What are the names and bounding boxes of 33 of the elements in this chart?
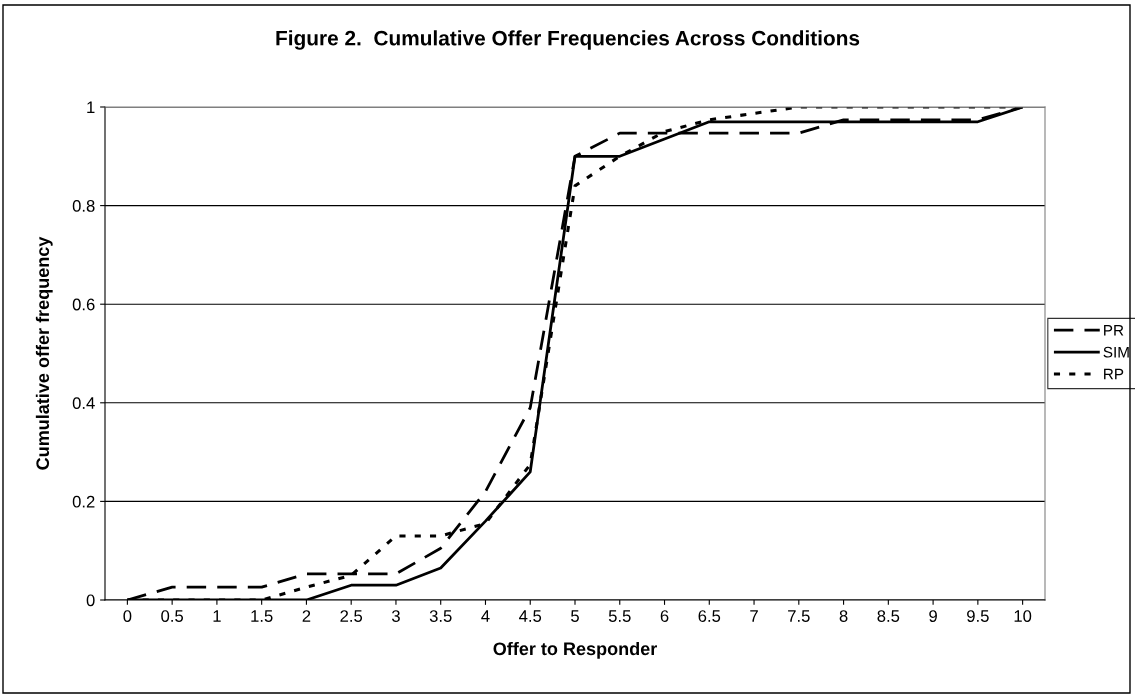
x-tick-label: 0: [123, 610, 132, 622]
x-tick-label: 2.5: [340, 610, 363, 622]
y-tick-label: 0.8: [72, 200, 95, 212]
x-tick-label: 3.5: [429, 610, 452, 622]
x-tick-label: 2: [302, 610, 311, 622]
x-tick-label: 9: [929, 610, 937, 622]
x-tick-label: 10: [1014, 610, 1032, 622]
x-tick-label: 8.5: [877, 610, 900, 622]
x-tick-label: 8: [839, 610, 848, 622]
y-tick-label: 0.4: [72, 397, 95, 409]
x-tick-label: 1.5: [251, 610, 273, 622]
y-tick-label: 0.6: [72, 298, 95, 311]
y-axis-title: Cumulative offer frequency: [35, 236, 53, 470]
x-tick-label: 7: [750, 610, 758, 622]
x-tick-label: 3: [391, 610, 400, 622]
legend-label: SIM: [1103, 346, 1129, 358]
x-axis-title: Offer to Responder: [493, 641, 657, 659]
legend-label: RP: [1104, 368, 1124, 380]
x-tick-label: 0.5: [161, 610, 184, 622]
x-tick-label: 6.5: [698, 610, 721, 622]
chart-title: Figure 2. Cumulative Offer Frequencies Across Conditions: [276, 30, 860, 50]
legend-label: PR: [1104, 325, 1124, 336]
x-tick-label: 4: [481, 610, 490, 622]
x-tick-label: 4.5: [519, 610, 542, 622]
x-tick-label: 5: [571, 610, 579, 622]
y-tick-label: 1: [87, 101, 95, 114]
x-tick-label: 5.5: [608, 610, 631, 622]
x-tick-label: 7.5: [788, 610, 810, 622]
x-tick-label: 6: [660, 610, 669, 622]
x-tick-label: 9.5: [967, 610, 989, 622]
y-tick-label: 0.2: [72, 495, 95, 508]
x-tick-label: 1: [213, 610, 221, 622]
y-tick-label: 0: [86, 594, 95, 607]
